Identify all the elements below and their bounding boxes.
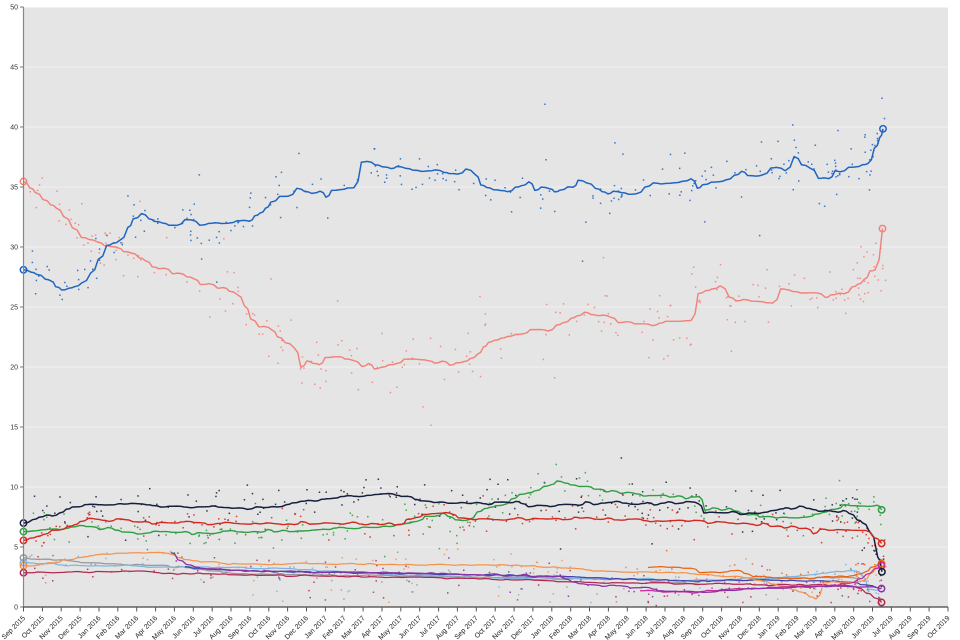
svg-text:30: 30 bbox=[10, 244, 18, 251]
svg-text:50: 50 bbox=[10, 4, 18, 11]
svg-text:5: 5 bbox=[14, 544, 18, 551]
svg-text:40: 40 bbox=[10, 124, 18, 131]
svg-text:20: 20 bbox=[10, 364, 18, 371]
svg-text:45: 45 bbox=[10, 64, 18, 71]
svg-text:25: 25 bbox=[10, 304, 18, 311]
svg-text:15: 15 bbox=[10, 424, 18, 431]
svg-text:10: 10 bbox=[10, 484, 18, 491]
svg-text:0: 0 bbox=[14, 604, 18, 611]
svg-text:35: 35 bbox=[10, 184, 18, 191]
